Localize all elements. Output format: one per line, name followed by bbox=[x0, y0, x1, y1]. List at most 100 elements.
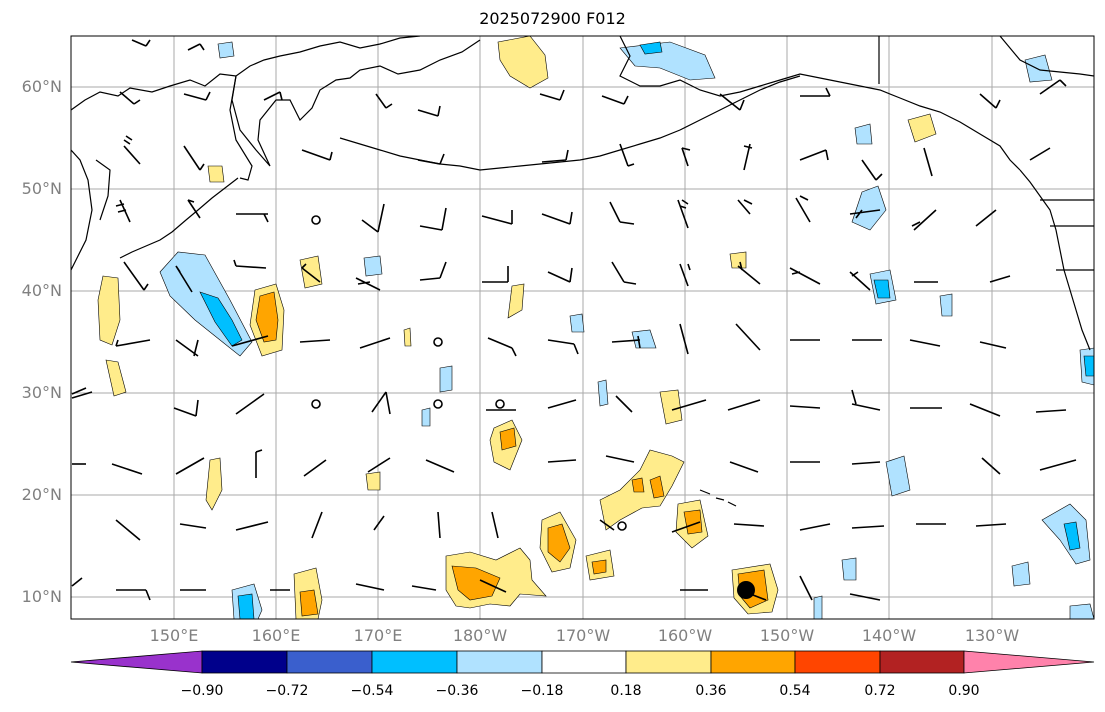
wind-barb bbox=[671, 399, 707, 411]
wind-barb bbox=[482, 266, 509, 283]
wind-barb bbox=[175, 339, 199, 357]
map-frame bbox=[70, 35, 1095, 620]
calm-circle bbox=[433, 337, 443, 347]
wind-barb bbox=[231, 335, 269, 347]
contour-negative bbox=[873, 279, 891, 299]
lat-label: 10°N bbox=[21, 587, 62, 606]
wind-barb bbox=[735, 323, 761, 351]
wind-barb bbox=[187, 43, 205, 51]
wind-barb bbox=[487, 337, 517, 357]
colorbar-bin bbox=[201, 650, 288, 674]
colorbar-bin bbox=[710, 650, 796, 674]
wind-barb bbox=[729, 461, 759, 473]
contour-positive bbox=[547, 523, 571, 563]
wind-barb bbox=[679, 263, 691, 287]
wind-barb bbox=[989, 275, 1011, 283]
wind-barb bbox=[115, 199, 131, 223]
contour-negative bbox=[363, 255, 383, 277]
contour-positive bbox=[729, 251, 747, 269]
contour-positive bbox=[105, 359, 127, 397]
colorbar-tick-label: 0.36 bbox=[695, 683, 727, 699]
coastlines bbox=[71, 36, 1094, 507]
wind-barb bbox=[679, 323, 689, 355]
colorbar-tick-label: −0.90 bbox=[180, 683, 224, 699]
colorbar-bin bbox=[541, 650, 627, 674]
contour-positive bbox=[907, 113, 937, 143]
wind-barb bbox=[975, 209, 997, 227]
lon-label: 170°E bbox=[353, 626, 403, 645]
colorbar-bin bbox=[371, 650, 458, 674]
wind-barb bbox=[795, 195, 811, 223]
colorbar-tick-label: 0.72 bbox=[864, 683, 896, 699]
wind-barb bbox=[609, 201, 635, 225]
lon-label: 170°W bbox=[555, 626, 611, 645]
wind-barb bbox=[975, 523, 1007, 527]
wind-barb bbox=[301, 149, 333, 161]
wind-barb bbox=[1039, 79, 1067, 95]
wind-barb bbox=[727, 399, 761, 411]
contour-positive bbox=[403, 327, 412, 347]
north-coast-alaska bbox=[999, 36, 1094, 77]
contour-negative bbox=[1069, 603, 1094, 619]
wind-barb bbox=[541, 211, 573, 225]
wind-barbs bbox=[71, 39, 1077, 601]
wind-barb bbox=[605, 455, 635, 463]
wind-barb bbox=[923, 147, 933, 177]
wind-barb bbox=[539, 89, 565, 101]
wind-barb bbox=[235, 521, 269, 531]
kuril-islands bbox=[119, 177, 239, 259]
wind-barb bbox=[851, 461, 881, 465]
colorbar-tick-label: −0.72 bbox=[265, 683, 309, 699]
wind-barb bbox=[979, 341, 1007, 349]
lat-label: 60°N bbox=[21, 77, 62, 96]
wind-barb bbox=[417, 105, 441, 117]
wind-barb bbox=[799, 575, 813, 601]
wind-barb bbox=[359, 337, 391, 349]
wind-barb bbox=[255, 449, 263, 478]
wind-barb bbox=[311, 511, 323, 539]
wind-barb bbox=[123, 135, 141, 165]
wind-barb bbox=[236, 213, 269, 223]
lon-label: 160°E bbox=[251, 626, 301, 645]
contour-positive bbox=[451, 565, 501, 601]
kamchatka-coastline bbox=[231, 39, 481, 167]
calm-circle bbox=[311, 399, 321, 409]
contour-positive bbox=[591, 559, 607, 575]
wind-barb bbox=[437, 511, 441, 539]
wind-barb bbox=[371, 391, 391, 415]
wind-barb bbox=[1039, 459, 1077, 471]
map-title: 2025072900 F012 bbox=[479, 9, 626, 28]
calm-circles bbox=[311, 215, 627, 531]
wind-barb bbox=[671, 521, 701, 533]
wind-barb bbox=[851, 525, 885, 529]
colorbar bbox=[70, 650, 1095, 674]
contour-negative bbox=[421, 407, 431, 427]
wind-barb bbox=[263, 91, 283, 101]
contour-negative bbox=[939, 293, 953, 317]
contour-positive bbox=[299, 589, 319, 617]
contour-negative bbox=[639, 41, 663, 55]
contour-negative bbox=[854, 123, 873, 145]
contour-negative bbox=[569, 313, 585, 333]
contour-negative bbox=[1011, 561, 1031, 587]
wind-barb bbox=[615, 395, 633, 413]
wind-barb bbox=[909, 339, 941, 347]
wind-barb bbox=[737, 199, 753, 215]
contour-negative bbox=[1083, 355, 1094, 377]
calm-circle bbox=[433, 399, 443, 409]
wind-barb bbox=[1029, 147, 1051, 161]
lon-label: 180°W bbox=[452, 626, 508, 645]
wind-barb bbox=[743, 143, 753, 171]
lat-label: 40°N bbox=[21, 281, 62, 300]
lat-label: 20°N bbox=[21, 485, 62, 504]
wind-barb bbox=[175, 265, 193, 293]
wind-barb bbox=[179, 523, 207, 529]
colorbar-extend-high bbox=[963, 650, 1095, 674]
wind-barb bbox=[611, 335, 641, 349]
wind-barb bbox=[419, 261, 447, 281]
wind-barb bbox=[417, 153, 445, 165]
calm-circle bbox=[311, 215, 321, 225]
wind-barb bbox=[849, 209, 881, 219]
colorbar-bin bbox=[286, 650, 373, 674]
sakhalin-coastline bbox=[95, 159, 111, 221]
